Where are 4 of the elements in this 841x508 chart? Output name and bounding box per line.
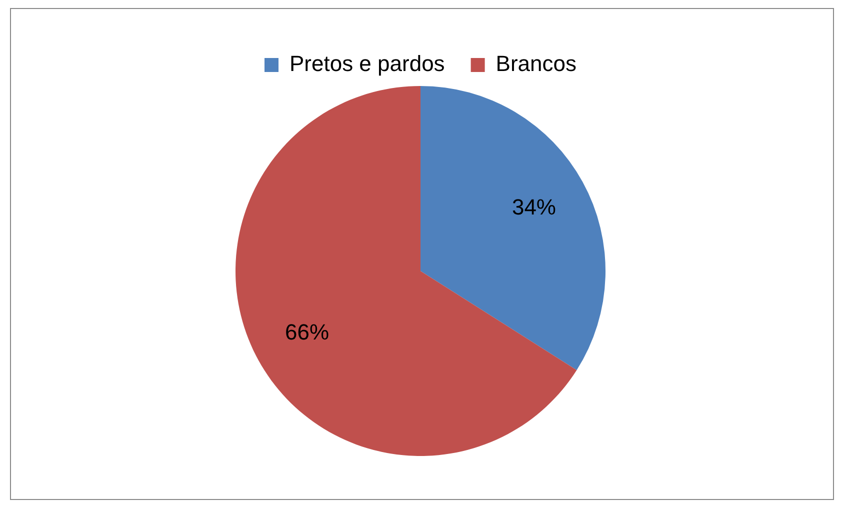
data-label: 34% (512, 194, 556, 220)
legend-label: Brancos (496, 51, 577, 76)
legend-label: Pretos e pardos (289, 51, 445, 76)
data-label: 66% (284, 319, 330, 344)
